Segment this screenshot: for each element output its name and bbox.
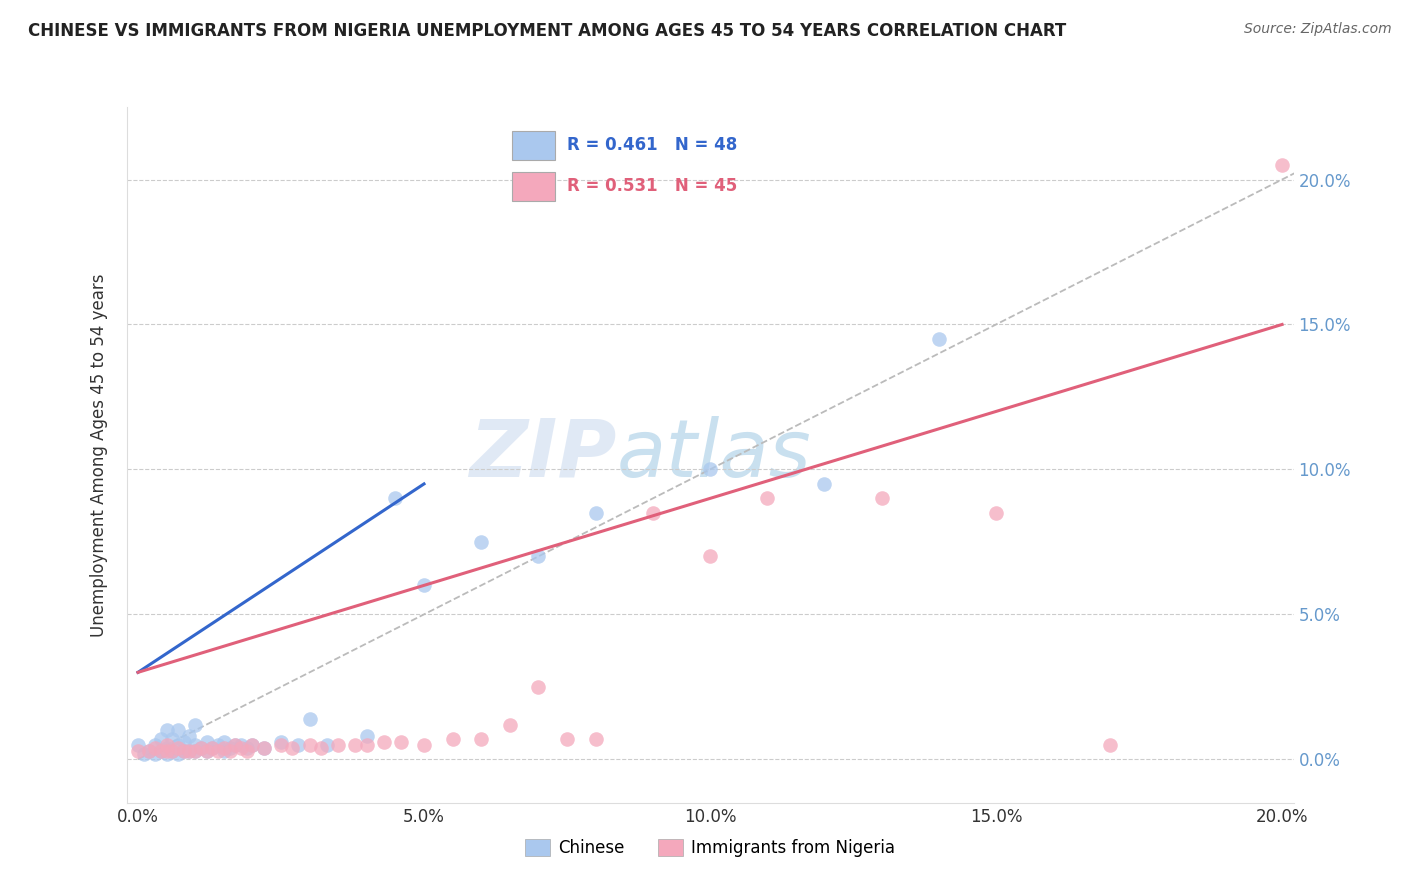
Point <box>162 744 184 758</box>
Point <box>984 506 1007 520</box>
Point <box>585 506 607 520</box>
Point <box>413 578 436 592</box>
Point <box>356 729 378 743</box>
Point <box>270 735 292 749</box>
Point <box>344 738 367 752</box>
Point <box>167 738 190 752</box>
Point <box>201 740 224 755</box>
Point <box>184 744 207 758</box>
Point <box>138 744 160 758</box>
Point <box>173 735 195 749</box>
Point <box>328 738 350 752</box>
Point <box>309 740 332 755</box>
Point <box>149 731 172 746</box>
Point <box>242 738 264 752</box>
Point <box>315 738 337 752</box>
Point <box>127 738 149 752</box>
Point <box>190 740 212 755</box>
Point <box>149 744 172 758</box>
Point <box>253 740 276 755</box>
Point <box>184 744 207 758</box>
Point <box>167 723 190 738</box>
Point <box>149 744 172 758</box>
Point <box>641 506 664 520</box>
Point <box>218 740 240 755</box>
Point <box>173 744 195 758</box>
Point <box>389 735 412 749</box>
Point <box>179 744 201 758</box>
Point <box>195 744 218 758</box>
Point <box>155 740 177 755</box>
Point <box>212 735 235 749</box>
Point <box>162 744 184 758</box>
Y-axis label: Unemployment Among Ages 45 to 54 years: Unemployment Among Ages 45 to 54 years <box>90 273 108 637</box>
Point <box>167 747 190 761</box>
Point <box>527 680 550 694</box>
Point <box>127 744 149 758</box>
Point <box>373 735 395 749</box>
Point <box>298 738 321 752</box>
Point <box>1271 158 1294 172</box>
Point <box>167 740 190 755</box>
Text: CHINESE VS IMMIGRANTS FROM NIGERIA UNEMPLOYMENT AMONG AGES 45 TO 54 YEARS CORREL: CHINESE VS IMMIGRANTS FROM NIGERIA UNEMP… <box>28 22 1066 40</box>
Point <box>195 735 218 749</box>
Point <box>281 740 304 755</box>
Point <box>585 731 607 746</box>
Point <box>470 534 492 549</box>
Text: Source: ZipAtlas.com: Source: ZipAtlas.com <box>1244 22 1392 37</box>
Point <box>413 738 436 752</box>
Point <box>155 747 177 761</box>
Point <box>190 740 212 755</box>
Point <box>207 744 229 758</box>
Point <box>143 747 166 761</box>
Point <box>143 738 166 752</box>
Point <box>143 740 166 755</box>
Point <box>155 738 177 752</box>
Point <box>138 744 160 758</box>
Point <box>212 744 235 758</box>
Point <box>555 731 578 746</box>
Point <box>184 738 207 752</box>
Point <box>229 740 252 755</box>
Point <box>470 731 492 746</box>
Point <box>928 332 950 346</box>
Point <box>699 462 721 476</box>
Point <box>224 738 246 752</box>
Point <box>356 738 378 752</box>
Point <box>756 491 779 506</box>
Point <box>229 738 252 752</box>
Point <box>173 744 195 758</box>
Point <box>253 740 276 755</box>
Point <box>179 729 201 743</box>
Point <box>155 744 177 758</box>
Point <box>298 712 321 726</box>
Point <box>195 744 218 758</box>
Legend: Chinese, Immigrants from Nigeria: Chinese, Immigrants from Nigeria <box>519 832 901 864</box>
Point <box>201 740 224 755</box>
Point <box>384 491 406 506</box>
Point <box>1099 738 1122 752</box>
Point <box>287 738 309 752</box>
Point <box>155 723 177 738</box>
Point <box>235 744 257 758</box>
Point <box>132 747 155 761</box>
Point <box>699 549 721 564</box>
Point <box>499 717 522 731</box>
Point <box>441 731 464 746</box>
Point <box>270 738 292 752</box>
Point <box>242 738 264 752</box>
Text: ZIP: ZIP <box>470 416 617 494</box>
Point <box>212 740 235 755</box>
Point <box>235 740 257 755</box>
Point <box>218 744 240 758</box>
Point <box>527 549 550 564</box>
Text: atlas: atlas <box>617 416 811 494</box>
Point <box>179 744 201 758</box>
Point <box>184 717 207 731</box>
Point <box>224 738 246 752</box>
Point <box>162 731 184 746</box>
Point <box>870 491 893 506</box>
Point <box>207 738 229 752</box>
Point <box>813 476 835 491</box>
